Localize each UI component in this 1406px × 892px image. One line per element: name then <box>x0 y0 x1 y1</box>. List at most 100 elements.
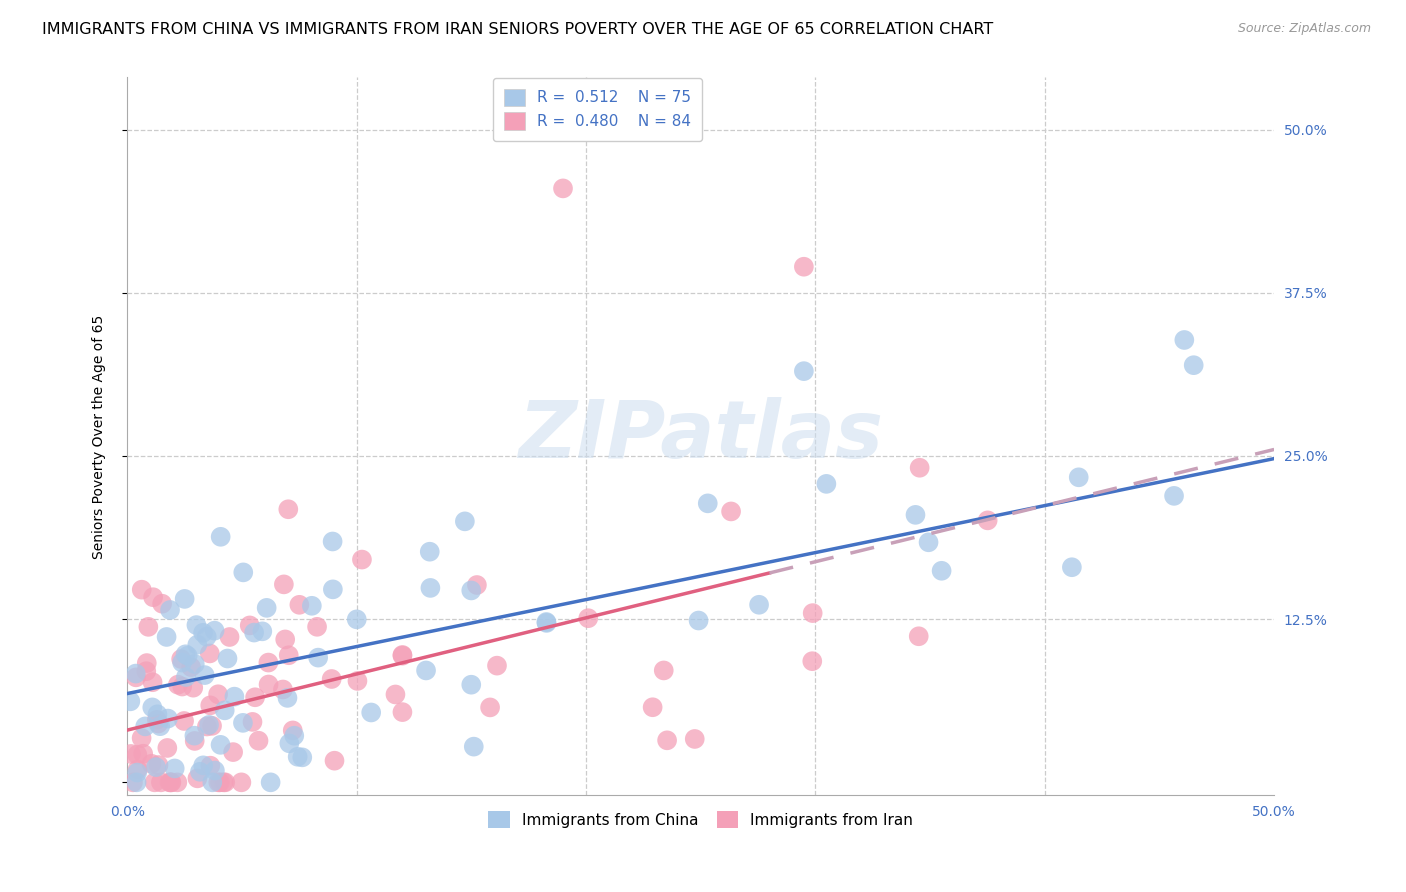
Point <box>222 745 245 759</box>
Point <box>652 664 675 678</box>
Point <box>195 630 218 644</box>
Point <box>748 598 770 612</box>
Point <box>170 652 193 666</box>
Point <box>252 624 274 639</box>
Point <box>322 582 344 597</box>
Point <box>174 648 197 662</box>
Point <box>287 749 309 764</box>
Point <box>655 733 678 747</box>
Point <box>159 775 181 789</box>
Text: IMMIGRANTS FROM CHINA VS IMMIGRANTS FROM IRAN SENIORS POVERTY OVER THE AGE OF 65: IMMIGRANTS FROM CHINA VS IMMIGRANTS FROM… <box>42 22 994 37</box>
Point <box>183 729 205 743</box>
Point <box>257 656 280 670</box>
Point <box>200 698 222 713</box>
Point <box>242 714 264 729</box>
Point <box>214 775 236 789</box>
Point <box>201 719 224 733</box>
Point <box>232 715 254 730</box>
Point <box>120 694 142 708</box>
Point <box>145 760 167 774</box>
Point <box>536 615 558 630</box>
Point <box>194 668 217 682</box>
Point <box>273 577 295 591</box>
Point <box>218 630 240 644</box>
Point <box>135 656 157 670</box>
Point <box>125 775 148 789</box>
Point <box>276 690 298 705</box>
Point <box>232 566 254 580</box>
Point <box>127 747 149 762</box>
Point <box>259 775 281 789</box>
Point <box>391 648 413 662</box>
Point <box>207 687 229 701</box>
Point <box>125 670 148 684</box>
Point <box>127 763 149 777</box>
Point <box>141 756 163 771</box>
Point <box>198 718 221 732</box>
Point <box>1163 489 1185 503</box>
Point <box>321 672 343 686</box>
Point <box>173 714 195 728</box>
Point <box>1182 358 1205 372</box>
Point <box>415 664 437 678</box>
Point <box>155 630 177 644</box>
Point <box>257 677 280 691</box>
Point <box>908 460 931 475</box>
Point <box>907 629 929 643</box>
Point <box>127 765 149 780</box>
Point <box>904 508 927 522</box>
Point <box>463 739 485 754</box>
Point <box>201 775 224 789</box>
Point <box>204 764 226 778</box>
Point <box>146 713 169 727</box>
Point <box>141 700 163 714</box>
Point <box>134 719 156 733</box>
Point <box>217 651 239 665</box>
Point <box>156 712 179 726</box>
Point <box>384 688 406 702</box>
Point <box>146 707 169 722</box>
Point <box>176 648 198 663</box>
Point <box>1067 470 1090 484</box>
Point <box>917 535 939 549</box>
Point <box>801 606 824 620</box>
Point <box>224 690 246 704</box>
Point <box>159 775 181 789</box>
Y-axis label: Seniors Poverty Over the Age of 65: Seniors Poverty Over the Age of 65 <box>93 314 107 558</box>
Point <box>291 750 314 764</box>
Point <box>200 758 222 772</box>
Point <box>479 700 502 714</box>
Point <box>301 599 323 613</box>
Point <box>167 678 190 692</box>
Point <box>323 754 346 768</box>
Point <box>159 603 181 617</box>
Point <box>536 615 558 629</box>
Point <box>214 703 236 717</box>
Point <box>148 716 170 731</box>
Point <box>322 534 344 549</box>
Point <box>181 681 204 695</box>
Point <box>149 719 172 733</box>
Point <box>150 597 173 611</box>
Point <box>551 181 574 195</box>
Point <box>193 758 215 772</box>
Point <box>346 612 368 626</box>
Point <box>132 747 155 761</box>
Point <box>243 625 266 640</box>
Point <box>142 675 165 690</box>
Point <box>184 657 207 671</box>
Point <box>641 700 664 714</box>
Point <box>274 632 297 647</box>
Text: Source: ZipAtlas.com: Source: ZipAtlas.com <box>1237 22 1371 36</box>
Point <box>465 578 488 592</box>
Point <box>247 733 270 747</box>
Point <box>122 775 145 789</box>
Point <box>138 620 160 634</box>
Point <box>174 670 197 684</box>
Point <box>1060 560 1083 574</box>
Point <box>271 682 294 697</box>
Point <box>576 611 599 625</box>
Point <box>683 731 706 746</box>
Point <box>801 654 824 668</box>
Text: ZIPatlas: ZIPatlas <box>519 398 883 475</box>
